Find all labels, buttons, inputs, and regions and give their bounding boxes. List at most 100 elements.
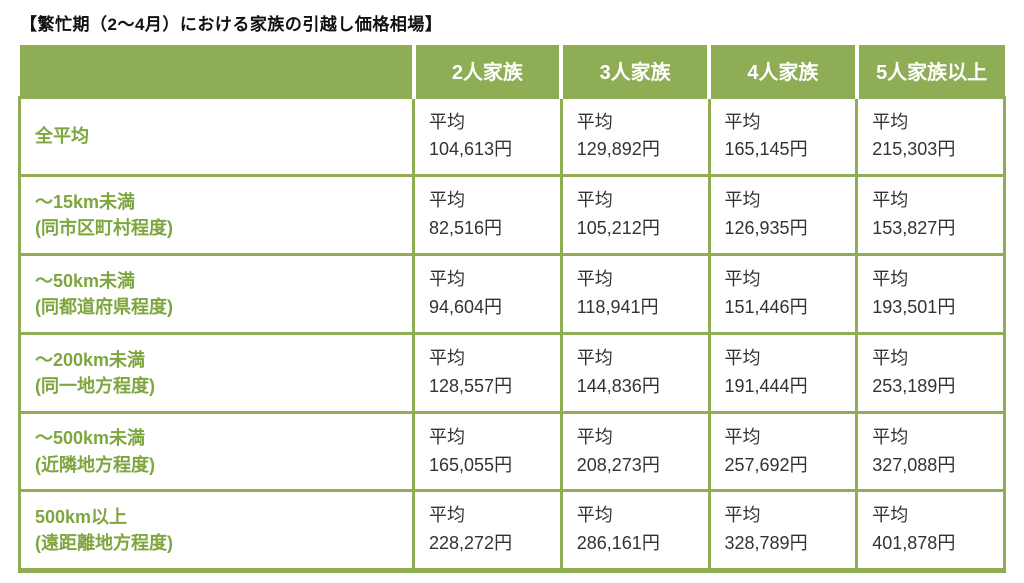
table-row-500km: 〜500km未満 (近隣地方程度) 平均 165,055円 平均 208,273… (18, 410, 1006, 493)
price-cell: 平均 327,088円 (855, 410, 1006, 493)
table-row-15km: 〜15km未満 (同市区町村程度) 平均 82,516円 平均 105,212円… (18, 174, 1006, 257)
price-value: 253,189円 (872, 375, 956, 396)
price-cell: 平均 328,789円 (707, 489, 859, 573)
price-cell: 平均 129,892円 (559, 95, 711, 178)
price-cell: 平均 94,604円 (412, 253, 563, 335)
price-cell: 平均 144,836円 (559, 331, 711, 414)
price-value: 105,212円 (576, 218, 660, 239)
avg-label: 平均 (872, 426, 909, 447)
table-row-overall: 全平均 平均 104,613円 平均 129,892円 平均 165,145円 … (18, 95, 1006, 178)
avg-label: 平均 (576, 111, 613, 132)
row-label-main: 〜200km未満 (35, 349, 146, 370)
price-value: 328,789円 (724, 533, 808, 554)
avg-label: 平均 (576, 190, 613, 211)
price-value: 228,272円 (429, 533, 513, 554)
avg-label: 平均 (576, 269, 613, 290)
avg-label: 平均 (724, 505, 761, 526)
price-cell: 平均 401,878円 (855, 489, 1006, 573)
avg-label: 平均 (872, 505, 909, 526)
avg-label: 平均 (429, 111, 465, 132)
price-cell: 平均 257,692円 (707, 410, 859, 493)
avg-label: 平均 (724, 347, 761, 368)
price-value: 193,501円 (872, 296, 956, 317)
price-value: 327,088円 (872, 454, 956, 475)
avg-label: 平均 (429, 190, 465, 211)
price-value: 94,604円 (429, 296, 503, 317)
avg-label: 平均 (872, 347, 909, 368)
avg-label: 平均 (872, 111, 909, 132)
price-cell: 平均 82,516円 (412, 174, 563, 257)
row-label: 〜15km未満 (同市区町村程度) (18, 174, 415, 257)
page-title: 【繁忙期（2〜4月）における家族の引越し価格相場】 (20, 15, 443, 34)
price-cell: 平均 191,444円 (707, 331, 859, 414)
price-value: 118,941円 (576, 296, 659, 317)
row-label-main: 〜500km未満 (35, 428, 146, 449)
avg-label: 平均 (576, 426, 613, 447)
row-label: 500km以上 (遠距離地方程度) (18, 489, 415, 573)
price-cell: 平均 165,145円 (707, 95, 859, 178)
price-cell: 平均 128,557円 (412, 331, 563, 414)
row-label: 〜500km未満 (近隣地方程度) (18, 410, 415, 493)
price-cell: 平均 286,161円 (559, 489, 711, 573)
row-label: 〜50km未満 (同都道府県程度) (18, 253, 415, 335)
row-label-sub: (遠距離地方程度) (35, 533, 173, 554)
row-label-main: 500km以上 (35, 507, 128, 528)
table-row-over-500km: 500km以上 (遠距離地方程度) 平均 228,272円 平均 286,161… (18, 489, 1006, 573)
avg-label: 平均 (429, 505, 465, 526)
row-label-sub: (同都道府県程度) (35, 296, 173, 317)
row-label-sub: (同一地方程度) (35, 375, 155, 396)
price-cell: 平均 104,613円 (412, 95, 563, 178)
header-family-3: 3人家族 (561, 45, 711, 97)
avg-label: 平均 (429, 347, 465, 368)
price-value: 215,303円 (872, 139, 956, 160)
price-value: 165,145円 (724, 139, 808, 160)
avg-label: 平均 (872, 269, 909, 290)
avg-label: 平均 (724, 111, 761, 132)
row-label: 全平均 (18, 95, 415, 178)
header-family-5plus: 5人家族以上 (856, 45, 1005, 97)
row-label-main: 〜50km未満 (35, 270, 136, 291)
price-cell: 平均 165,055円 (412, 410, 563, 493)
avg-label: 平均 (576, 347, 613, 368)
table-row-200km: 〜200km未満 (同一地方程度) 平均 128,557円 平均 144,836… (18, 331, 1006, 414)
price-cell: 平均 151,446円 (707, 253, 859, 335)
price-value: 126,935円 (724, 218, 808, 239)
price-value: 257,692円 (724, 454, 808, 475)
price-value: 128,557円 (429, 375, 513, 396)
price-cell: 平均 126,935円 (707, 174, 859, 257)
price-value: 104,613円 (429, 139, 513, 160)
price-value: 208,273円 (576, 454, 660, 475)
avg-label: 平均 (724, 269, 761, 290)
avg-label: 平均 (576, 505, 613, 526)
table-row-50km: 〜50km未満 (同都道府県程度) 平均 94,604円 平均 118,941円… (18, 253, 1006, 335)
price-value: 191,444円 (724, 375, 808, 396)
price-cell: 平均 215,303円 (855, 95, 1006, 178)
avg-label: 平均 (724, 426, 761, 447)
avg-label: 平均 (429, 426, 465, 447)
avg-label: 平均 (724, 190, 761, 211)
price-cell: 平均 253,189円 (855, 331, 1006, 414)
price-cell: 平均 208,273円 (559, 410, 711, 493)
header-family-4: 4人家族 (709, 45, 859, 97)
price-cell: 平均 105,212円 (559, 174, 711, 257)
price-value: 153,827円 (872, 218, 956, 239)
price-value: 129,892円 (576, 139, 660, 160)
header-row: 2人家族 3人家族 4人家族 5人家族以上 (19, 45, 1005, 97)
row-label-main: 全平均 (35, 126, 89, 147)
row-label-sub: (同市区町村程度) (35, 218, 173, 239)
price-value: 82,516円 (429, 218, 503, 239)
row-label: 〜200km未満 (同一地方程度) (18, 331, 415, 414)
price-value: 401,878円 (872, 533, 956, 554)
price-cell: 平均 118,941円 (559, 253, 711, 335)
header-corner-cell (19, 45, 416, 97)
price-cell: 平均 193,501円 (855, 253, 1006, 335)
price-value: 151,446円 (724, 296, 808, 317)
price-value: 165,055円 (429, 454, 513, 475)
price-value: 286,161円 (576, 533, 660, 554)
price-value: 144,836円 (576, 375, 660, 396)
avg-label: 平均 (872, 190, 909, 211)
avg-label: 平均 (429, 269, 465, 290)
row-label-sub: (近隣地方程度) (35, 454, 155, 475)
row-label-main: 〜15km未満 (35, 192, 136, 213)
